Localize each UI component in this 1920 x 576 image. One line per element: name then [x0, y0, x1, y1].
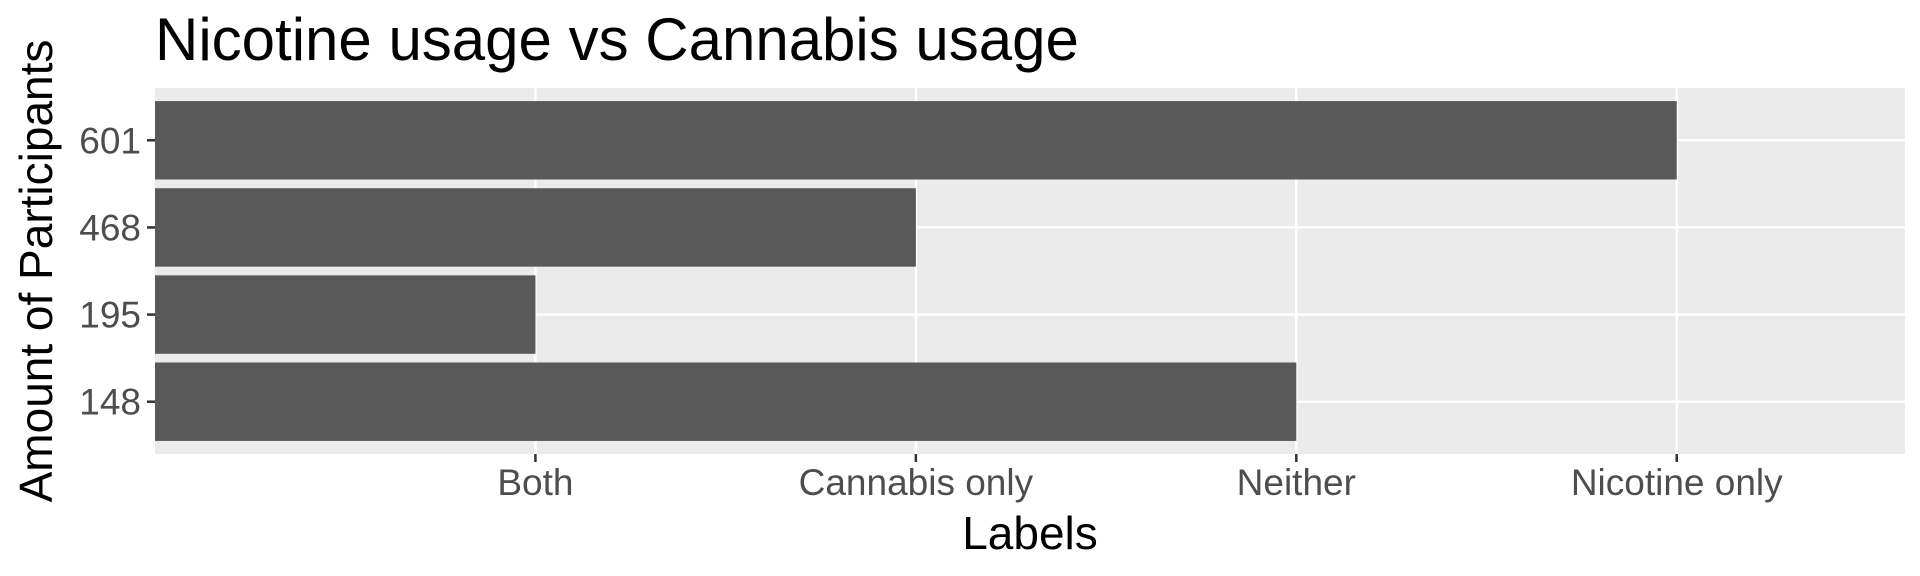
y-tick-label: 195	[79, 295, 141, 336]
chart-title: Nicotine usage vs Cannabis usage	[155, 6, 1079, 73]
y-tick-label: 148	[79, 382, 141, 423]
x-tick-label: Both	[497, 462, 573, 503]
x-tick-label: Cannabis only	[799, 462, 1034, 503]
x-tick-label: Nicotine only	[1571, 462, 1783, 503]
bar-195	[155, 275, 536, 354]
x-axis: Both Cannabis only Neither Nicotine only	[497, 454, 1783, 503]
bar-148	[155, 362, 1297, 441]
x-axis-title: Labels	[962, 507, 1098, 559]
bar-468	[155, 188, 916, 267]
bar-601	[155, 101, 1677, 180]
y-tick-label: 601	[79, 120, 141, 161]
bars-layer	[155, 101, 1677, 441]
x-tick-label: Neither	[1237, 462, 1356, 503]
y-tick-label: 468	[79, 207, 141, 248]
y-axis: 148 195 468 601	[79, 120, 155, 423]
y-axis-title: Amount of Participants	[10, 40, 62, 503]
